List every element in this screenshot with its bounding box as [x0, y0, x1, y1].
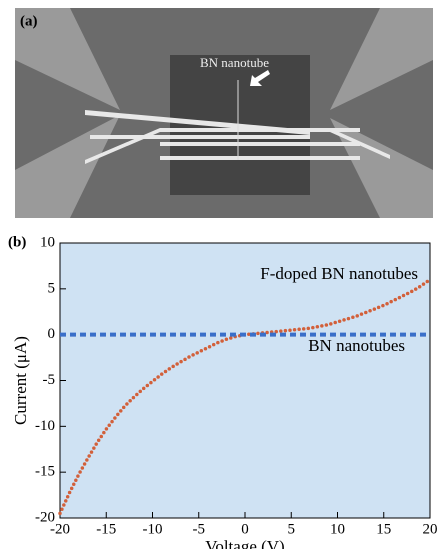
y-tick-label: -15	[35, 464, 55, 480]
y-tick-label: 0	[48, 326, 56, 342]
x-tick-label: -5	[193, 521, 206, 537]
x-axis-title: Voltage (V)	[205, 537, 284, 549]
x-tick-label: 15	[376, 521, 391, 537]
x-tick-label: 20	[423, 521, 438, 537]
x-tick-label: 0	[241, 521, 249, 537]
figure: (a) BN nanotube (b)1050-5-10-15-20-20-15…	[0, 0, 439, 549]
image-annotation: BN nanotube	[200, 55, 269, 70]
x-tick-label: 5	[288, 521, 296, 537]
panel-label: (a)	[20, 13, 38, 29]
plot-background	[60, 243, 430, 518]
y-tick-label: 10	[40, 234, 55, 250]
x-tick-label: 10	[330, 521, 345, 537]
x-tick-label: -15	[96, 521, 116, 537]
panel-label: (b)	[8, 234, 26, 250]
y-tick-label: -5	[43, 372, 56, 388]
x-tick-label: -20	[50, 521, 70, 537]
y-tick-label: -10	[35, 418, 55, 434]
x-tick-label: -10	[143, 521, 163, 537]
micrograph: (a) BN nanotube	[15, 8, 433, 218]
y-axis-title: Current (μA)	[11, 336, 30, 425]
y-tick-label: 5	[48, 280, 56, 296]
series-label: BN nanotubes	[308, 336, 405, 355]
series-label: F-doped BN nanotubes	[260, 264, 418, 283]
